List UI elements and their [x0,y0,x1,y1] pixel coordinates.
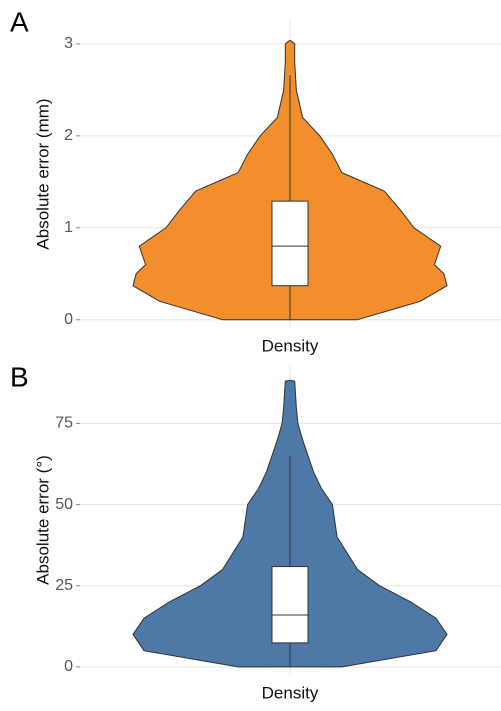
y-tick-label: 75 [55,415,73,432]
y-tick-label: 2 [64,127,73,144]
box [271,566,309,644]
panel-label: A [10,6,29,37]
violin-half [132,39,291,321]
y-tick-label: 25 [55,577,73,594]
violin-outline [289,39,448,321]
y-tick-label: 1 [64,219,73,236]
y-tick-label: 50 [55,496,73,513]
y-axis-title: Absolute error (°) [33,455,52,585]
y-tick-label: 0 [64,311,73,328]
panel-label: B [10,361,29,392]
y-tick-label: 0 [64,658,73,675]
y-axis-title: Absolute error (mm) [33,98,52,249]
x-tick-label: Density [262,683,319,702]
violin-outline [132,379,291,668]
violin-outline [132,39,291,321]
box [271,200,309,287]
x-tick-label: Density [262,336,319,355]
y-tick-label: 3 [64,35,73,52]
violin-outline [289,379,448,668]
violin-half [289,39,448,321]
